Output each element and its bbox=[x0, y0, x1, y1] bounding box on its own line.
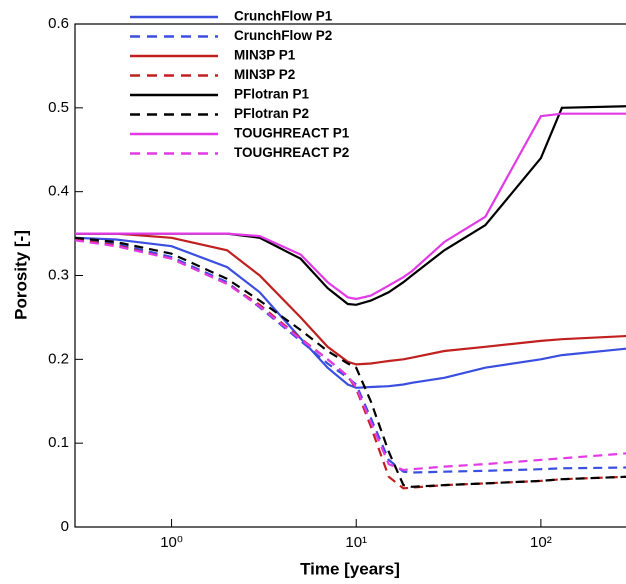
series-line bbox=[75, 232, 626, 366]
series-line bbox=[74, 236, 626, 488]
legend-label: MIN3P P1 bbox=[234, 48, 296, 63]
legend-label: PFlotran P2 bbox=[234, 106, 309, 121]
y-tick-label: 0.3 bbox=[48, 266, 69, 283]
legend-label: TOUGHREACT P2 bbox=[234, 145, 349, 160]
y-tick-label: 0.6 bbox=[48, 15, 69, 32]
plot-frame bbox=[74, 23, 626, 528]
x-axis-title: Time [years] bbox=[300, 559, 400, 578]
x-tick-label: 10² bbox=[530, 534, 552, 551]
series-line bbox=[74, 236, 626, 389]
series-line bbox=[75, 105, 626, 306]
x-tick-label: 10¹ bbox=[345, 534, 367, 551]
y-tick-label: 0 bbox=[61, 518, 69, 535]
series-line bbox=[75, 112, 626, 301]
series-line bbox=[74, 239, 626, 472]
legend-label: PFlotran P1 bbox=[234, 87, 310, 102]
y-axis-title: Porosity [-] bbox=[11, 230, 30, 320]
series-line bbox=[74, 238, 626, 474]
legend-label: CrunchFlow P1 bbox=[234, 9, 333, 24]
series-line bbox=[74, 238, 626, 490]
x-tick-label: 10⁰ bbox=[160, 534, 183, 551]
y-tick-label: 0.2 bbox=[48, 350, 69, 367]
legend-label: MIN3P P2 bbox=[234, 67, 295, 82]
legend-label: TOUGHREACT P1 bbox=[234, 126, 350, 141]
y-tick-label: 0.4 bbox=[48, 183, 69, 200]
y-tick-label: 0.1 bbox=[48, 434, 69, 451]
legend-label: CrunchFlow P2 bbox=[234, 28, 332, 43]
y-tick-label: 0.5 bbox=[48, 99, 69, 116]
